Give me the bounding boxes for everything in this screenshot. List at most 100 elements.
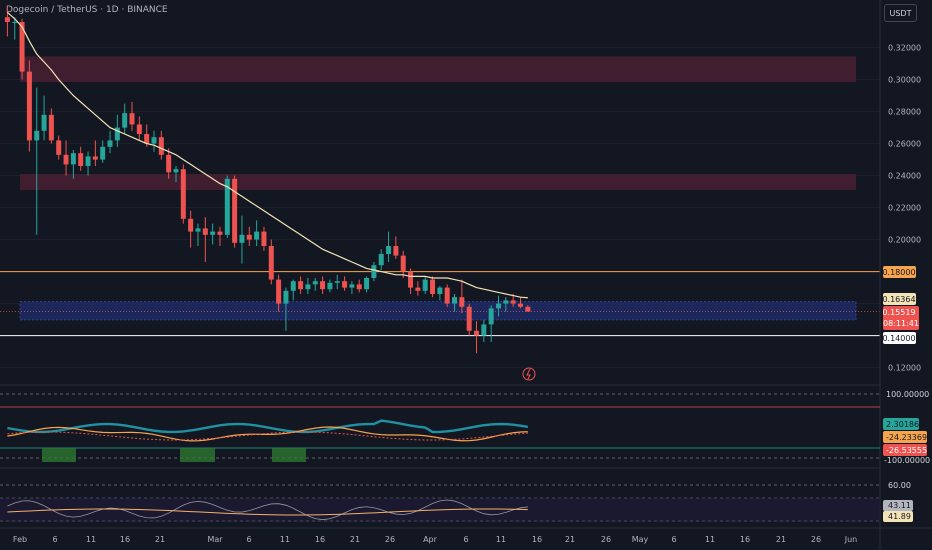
date-tick-label: Jun — [844, 535, 858, 544]
candle — [210, 223, 216, 245]
candle — [268, 239, 274, 285]
candle — [48, 108, 54, 144]
ind2-line-a — [7, 499, 528, 521]
candle — [78, 146, 84, 171]
candle — [298, 276, 304, 294]
date-tick-label: 26 — [811, 535, 821, 544]
price-zone-red — [20, 56, 856, 82]
date-tick-label: 6 — [52, 535, 57, 544]
candle — [349, 281, 355, 294]
candle — [459, 279, 465, 314]
price-levels — [0, 271, 880, 337]
countdown-label: 08:11:41 — [883, 319, 919, 328]
price-tick-label: 0.24000 — [888, 172, 921, 181]
ind1-value-b-badge: -24.23369 — [883, 431, 927, 443]
date-tick-label: 26 — [601, 535, 611, 544]
ind1-lower-level: -100.00000 — [884, 456, 930, 465]
price-zone-blue — [19, 301, 857, 321]
candle — [525, 305, 531, 312]
ind1-value-a-badge: 2.30186 — [883, 418, 919, 430]
candle — [56, 135, 62, 160]
candle — [254, 220, 260, 246]
date-tick-label: 16 — [120, 535, 130, 544]
lightning-icon[interactable] — [522, 367, 536, 381]
last-price-badge: 0.15519 08:11:41 — [882, 306, 919, 330]
candle — [188, 210, 194, 248]
candle — [378, 249, 384, 270]
date-tick-label: Mar — [207, 535, 223, 544]
ind1-line-b — [7, 426, 528, 442]
candle — [364, 276, 370, 293]
sma-value-label: 0.16364 — [882, 295, 915, 304]
support-badge: 0.14000 — [882, 332, 916, 344]
price-tick-label: 0.12000 — [888, 364, 921, 373]
price-tick-label: 0.22000 — [888, 204, 921, 213]
candle — [158, 130, 164, 160]
price-tick-label: 0.20000 — [888, 236, 921, 245]
candle — [488, 305, 494, 342]
ind2-value-a: 43.11 — [888, 501, 911, 510]
candle — [34, 87, 40, 235]
candle — [283, 287, 289, 331]
candle — [452, 294, 458, 312]
candle — [4, 6, 10, 37]
candle — [437, 286, 443, 301]
candle — [408, 268, 414, 294]
ind2-line-b — [7, 508, 528, 516]
price-tick-label: 0.28000 — [888, 108, 921, 117]
ind1-line-c — [7, 431, 528, 441]
candle — [19, 18, 25, 80]
candle — [327, 279, 333, 293]
candle — [290, 279, 296, 301]
candle — [107, 130, 113, 154]
date-tick-label: 11 — [705, 535, 715, 544]
candle — [393, 236, 399, 259]
candle — [12, 17, 18, 40]
date-tick-label: May — [632, 535, 649, 544]
candle — [246, 226, 252, 246]
ind1-signal-block — [272, 448, 306, 462]
price-zones — [19, 56, 857, 321]
ind1-line-a — [7, 419, 529, 434]
price-tick-label: 0.32000 — [888, 44, 921, 53]
candle — [195, 223, 201, 246]
candle — [129, 102, 135, 131]
date-tick-label: Feb — [13, 535, 27, 544]
candle — [474, 321, 480, 354]
price-tick-label: 0.26000 — [888, 140, 921, 149]
candle — [466, 303, 472, 336]
price-zone-red — [20, 174, 856, 190]
candle — [400, 250, 406, 278]
price-tick-label: 0.30000 — [888, 76, 921, 85]
candle — [173, 166, 179, 182]
candle — [320, 276, 326, 294]
time-axis: Feb 6 11 16 21 Mar 6 11 16 21 26 Apr 6 11 16 21 26 May 6 11… — [13, 535, 857, 544]
candle — [202, 217, 208, 262]
indicator2-panel — [0, 484, 880, 522]
date-tick-label: 6 — [463, 535, 468, 544]
candle — [217, 226, 223, 246]
ind2-value-a-badge: 43.11 — [883, 500, 913, 511]
date-tick-label: 21 — [350, 535, 360, 544]
candle — [334, 274, 340, 290]
candle — [496, 295, 502, 317]
ind1-signal-block — [42, 448, 76, 462]
date-tick-label: Apr — [423, 535, 438, 544]
candle — [356, 279, 362, 293]
candle — [232, 175, 238, 248]
ind1-value-b: -24.23369 — [886, 433, 927, 442]
price-axis: 0.32000 0.30000 0.28000 0.26000 0.24000 0.220… — [888, 44, 921, 373]
date-tick-label: 21 — [155, 535, 165, 544]
date-tick-label: 21 — [776, 535, 786, 544]
candle — [430, 276, 436, 298]
candle — [63, 140, 69, 176]
last-price-label: 0.15519 — [882, 308, 915, 317]
candle — [239, 215, 245, 264]
candle — [415, 281, 421, 296]
ind2-level: 60.00 — [888, 481, 911, 490]
currency-button[interactable]: USDT — [884, 4, 917, 22]
candle — [151, 130, 157, 152]
date-tick-label: 16 — [740, 535, 750, 544]
date-tick-label: 21 — [565, 535, 575, 544]
